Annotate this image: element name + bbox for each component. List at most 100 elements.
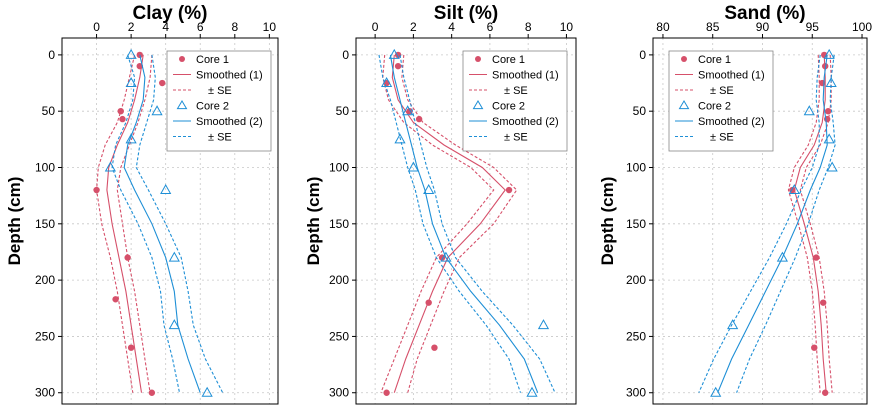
- legend-label: ± SE: [710, 85, 734, 97]
- legend-label: Smoothed (2): [698, 116, 765, 128]
- data-point: [440, 251, 452, 262]
- data-point: [821, 389, 829, 396]
- x-tick-label: 0: [93, 20, 100, 34]
- data-point: [117, 108, 124, 115]
- smoothed-line: [123, 54, 201, 393]
- legend-label: Smoothed (1): [196, 70, 263, 82]
- data-point: [826, 161, 838, 172]
- y-tick-label: 250: [329, 329, 349, 343]
- legend-label: Core 2: [698, 101, 731, 113]
- x-tick-label: 4: [162, 20, 169, 34]
- se-band-line: [111, 54, 181, 393]
- y-tick-label: 200: [329, 273, 349, 287]
- y-tick-label: 300: [626, 386, 646, 400]
- se-band-line: [736, 54, 836, 393]
- legend-label: Core 1: [698, 54, 731, 66]
- data-point: [803, 105, 815, 116]
- plot-frame: [61, 37, 279, 405]
- data-point: [423, 184, 435, 195]
- x-tick-label: 2: [410, 20, 417, 34]
- smoothed-line: [717, 54, 828, 393]
- data-point: [788, 184, 800, 195]
- y-tick-label: 50: [42, 104, 56, 118]
- y-tick-label: 100: [626, 161, 646, 175]
- data-point: [125, 77, 137, 88]
- data-point: [823, 133, 835, 144]
- smoothed-line: [389, 54, 539, 393]
- x-tick-label: 100: [852, 20, 872, 34]
- data-point: [727, 319, 739, 330]
- data-point: [388, 48, 400, 59]
- data-point: [136, 51, 143, 59]
- x-tick-label: 80: [656, 20, 670, 34]
- data-point: [811, 344, 818, 351]
- data-point: [125, 48, 137, 59]
- x-tick-label: 95: [806, 20, 820, 34]
- smoothed-line: [391, 54, 506, 393]
- x-tick-label: 10: [263, 20, 277, 34]
- x-tick-label: 85: [706, 20, 720, 34]
- legend-key: [475, 56, 481, 62]
- data-point: [201, 386, 213, 397]
- y-tick-label: 100: [35, 161, 55, 175]
- y-tick-label: 200: [35, 273, 55, 287]
- legend-key: [681, 56, 687, 62]
- chart-title: Sand (%): [724, 3, 805, 24]
- data-point: [776, 251, 788, 262]
- y-tick-label: 0: [639, 48, 646, 62]
- data-point: [394, 62, 402, 70]
- legend-label: Smoothed (2): [492, 116, 559, 128]
- y-axis-label: Depth (cm): [5, 177, 24, 266]
- legend-box: [166, 50, 272, 152]
- chart-title: Silt (%): [434, 3, 498, 24]
- se-band-line: [799, 54, 833, 393]
- se-band-line: [698, 54, 821, 393]
- data-point: [119, 115, 126, 123]
- data-point: [112, 296, 119, 303]
- x-tick-label: 6: [487, 20, 494, 34]
- legend-key: [678, 100, 690, 110]
- se-band-line: [135, 54, 224, 393]
- y-tick-label: 200: [626, 273, 646, 287]
- data-point: [160, 184, 172, 195]
- legend-label: Core 2: [492, 101, 525, 113]
- x-tick-label: 10: [560, 20, 574, 34]
- data-point: [537, 319, 550, 330]
- legend-label: Core 1: [492, 54, 525, 66]
- y-tick-label: 150: [329, 217, 349, 231]
- data-point: [148, 389, 156, 396]
- data-point: [526, 386, 538, 397]
- legend-label: ± SE: [504, 85, 528, 97]
- data-point: [823, 48, 835, 59]
- legend-label: Smoothed (1): [698, 70, 765, 82]
- legend-key: [179, 56, 185, 62]
- data-point: [383, 389, 390, 396]
- se-band-line: [399, 54, 556, 393]
- x-tick-label: 4: [448, 20, 455, 34]
- data-point: [168, 319, 180, 330]
- data-point: [127, 344, 135, 351]
- data-point: [824, 108, 832, 115]
- data-point: [813, 254, 820, 261]
- se-band-line: [401, 54, 518, 393]
- y-tick-label: 300: [35, 386, 55, 400]
- x-tick-label: 8: [525, 20, 532, 34]
- legend-label: ± SE: [710, 132, 734, 144]
- legend: Core 1 Smoothed (1) ± SE Core 2 Smoothed (2)…: [668, 50, 774, 152]
- y-tick-label: 100: [329, 161, 349, 175]
- y-tick-label: 300: [329, 386, 349, 400]
- x-tick-label: 90: [756, 20, 770, 34]
- data-point: [151, 105, 163, 116]
- data-point: [402, 105, 414, 116]
- se-band-line: [787, 54, 821, 393]
- y-axis-label: Depth (cm): [598, 177, 617, 266]
- se-band-line: [380, 54, 495, 393]
- legend-label: Smoothed (1): [492, 70, 559, 82]
- y-tick-label: 50: [336, 104, 350, 118]
- plot-frame: [652, 37, 868, 405]
- data-point: [415, 115, 423, 123]
- y-tick-label: 150: [626, 217, 646, 231]
- x-tick-label: 8: [231, 20, 238, 34]
- legend-label: Core 1: [196, 54, 229, 66]
- smoothed-line: [793, 54, 827, 393]
